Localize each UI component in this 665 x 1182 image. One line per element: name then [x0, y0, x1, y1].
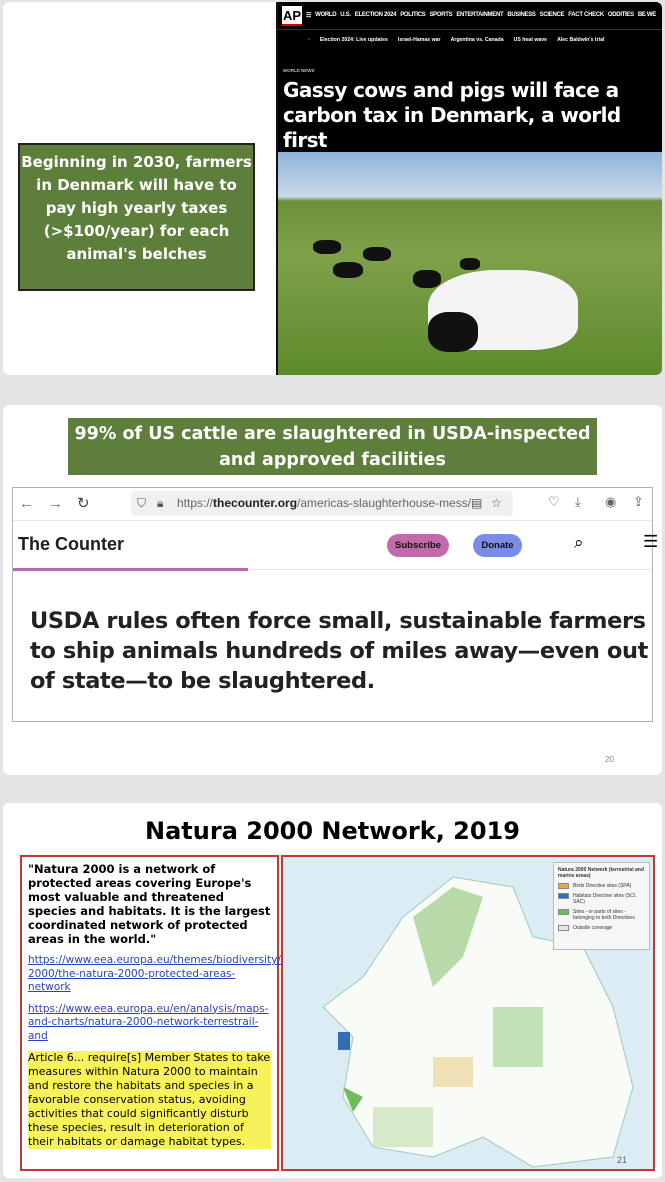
- cow: [313, 240, 341, 254]
- reload-icon[interactable]: ↻: [77, 495, 90, 512]
- nav-item[interactable]: SCIENCE: [539, 12, 565, 18]
- star-icon[interactable]: ☆: [491, 496, 502, 510]
- nav-item[interactable]: POLITICS: [400, 12, 426, 18]
- subnav-item[interactable]: Argentina vs. Canada: [450, 37, 504, 43]
- pocket-icon[interactable]: ♡: [548, 494, 560, 509]
- article-text: USDA rules often force small, sustainabl…: [30, 608, 648, 694]
- map-legend: Natura 2000 Network (terrestrial and mar…: [553, 862, 650, 950]
- reader-icon[interactable]: ▤: [471, 496, 483, 510]
- ap-logo: AP: [282, 6, 302, 26]
- source-link[interactable]: https://www.eea.europa.eu/themes/biodive…: [28, 954, 320, 993]
- legend-title: Natura 2000 Network (terrestrial and mar…: [558, 867, 644, 879]
- cows-photo: [278, 152, 662, 375]
- quote: "Natura 2000 is a network of protected a…: [28, 862, 271, 946]
- bullet-icon: •: [308, 37, 310, 43]
- nav-item[interactable]: ELECTION 2024: [354, 12, 397, 18]
- site: [433, 1057, 473, 1087]
- download-icon[interactable]: ⤓: [575, 494, 581, 509]
- ap-news-screenshot: AP ☰ WORLD U.S. ELECTION 2024 POLITICS S…: [278, 2, 662, 152]
- swatch: [558, 925, 569, 931]
- legend-label: Sites - or parts of sites - belonging to…: [573, 909, 635, 921]
- slide-denmark-tax: Beginning in 2030, farmers in Denmark wi…: [3, 2, 662, 375]
- nav-item[interactable]: FACT CHECK: [568, 12, 604, 18]
- subnav-item[interactable]: US heat wave: [513, 37, 548, 43]
- legend-label: Outside coverage: [573, 925, 613, 931]
- site: [373, 1107, 433, 1147]
- reading-progress-bar: [13, 568, 248, 571]
- nav-item[interactable]: ODDITIES: [607, 12, 634, 18]
- nav-item[interactable]: ENTERTAINMENT: [456, 12, 504, 18]
- menu-icon[interactable]: ☰: [306, 13, 312, 19]
- cow: [460, 258, 480, 270]
- nav-item[interactable]: SPORTS: [429, 12, 453, 18]
- browser-screenshot: ← → ↻ ⛉ 🔒︎ https://thecounter.org/americ…: [12, 487, 658, 722]
- swatch: [558, 883, 569, 889]
- scandinavia-sites: [413, 887, 483, 987]
- subnav-item[interactable]: Israel-Hamas war: [397, 37, 441, 43]
- extensions-icon[interactable]: ⇪: [633, 494, 644, 509]
- cow: [413, 270, 441, 288]
- url-prefix: https://: [177, 496, 214, 510]
- cow-head: [428, 312, 478, 352]
- legend-item: Outside coverage: [558, 925, 645, 931]
- account-icon[interactable]: ◉: [605, 494, 617, 509]
- slide-natura: Natura 2000 Network, 2019 "Natura 2000 i…: [3, 803, 662, 1178]
- slide-title: Natura 2000 Network, 2019: [145, 817, 520, 845]
- divider: [278, 29, 662, 30]
- site: [493, 1007, 543, 1067]
- swatch: [558, 909, 569, 915]
- donate-button[interactable]: Donate: [473, 534, 522, 557]
- site-header: The Counter Subscribe Donate ⌕ ☰: [13, 520, 658, 571]
- lock-icon: 🔒︎: [157, 496, 164, 510]
- back-icon[interactable]: ←: [19, 494, 34, 512]
- legend-label: Birds Directive sites (SPA): [573, 883, 632, 889]
- cow: [363, 247, 391, 261]
- legend-item: Habitats Directive sites (SCI, SAC): [558, 893, 645, 905]
- natura-map: Natura 2000 Network (terrestrial and mar…: [281, 855, 655, 1171]
- swatch: [558, 893, 569, 899]
- text-panel: "Natura 2000 is a network of protected a…: [20, 855, 320, 1171]
- nav-item[interactable]: BUSINESS: [507, 12, 536, 18]
- ap-subnav: • Election 2024: Live updates Israel-Ham…: [308, 37, 604, 43]
- highlighted-text: Article 6... require[s] Member States to…: [28, 1051, 271, 1149]
- legend-label: Habitats Directive sites (SCI, SAC): [573, 893, 637, 905]
- banner: 99% of US cattle are slaughtered in USDA…: [68, 418, 597, 475]
- nav-item[interactable]: U.S.: [340, 12, 351, 18]
- page-number: 21: [616, 1155, 627, 1165]
- url-path: /americas-slaughterhouse-mess/: [297, 496, 472, 510]
- site: [338, 1032, 350, 1050]
- search-icon[interactable]: ⌕: [574, 533, 584, 552]
- subnav-item[interactable]: Alec Baldwin's trial: [557, 37, 605, 43]
- article-headline: Gassy cows and pigs will face a carbon t…: [283, 78, 621, 152]
- legend-item: Sites - or parts of sites - belonging to…: [558, 909, 645, 921]
- legend-item: Birds Directive sites (SPA): [558, 883, 645, 889]
- forward-icon[interactable]: →: [48, 494, 63, 512]
- site: [343, 1087, 363, 1112]
- cow: [333, 262, 363, 278]
- article-category: WORLD NEWS: [283, 68, 315, 73]
- page-number: 20: [605, 755, 614, 764]
- ap-nav: ☰ WORLD U.S. ELECTION 2024 POLITICS SPOR…: [306, 12, 656, 19]
- shield-icon: ⛉: [137, 496, 147, 510]
- nav-item[interactable]: WORLD: [315, 12, 337, 18]
- nav-item[interactable]: BE WE: [637, 12, 656, 18]
- menu-icon[interactable]: ☰: [643, 532, 659, 551]
- url-domain: thecounter.org: [213, 496, 298, 510]
- callout-box: Beginning in 2030, farmers in Denmark wi…: [18, 143, 255, 291]
- source-link[interactable]: https://www.eea.europa.eu/en/analysis/ma…: [28, 1002, 269, 1042]
- url-bar[interactable]: ⛉ 🔒︎ https://thecounter.org/americas-sla…: [131, 491, 513, 516]
- divider: [276, 2, 278, 375]
- site-logo[interactable]: The Counter: [18, 534, 124, 554]
- toolbar: ← → ↻: [13, 488, 652, 518]
- slide-usda: 99% of US cattle are slaughtered in USDA…: [3, 405, 662, 775]
- subnav-item[interactable]: Election 2024: Live updates: [319, 37, 388, 43]
- subscribe-button[interactable]: Subscribe: [387, 534, 449, 557]
